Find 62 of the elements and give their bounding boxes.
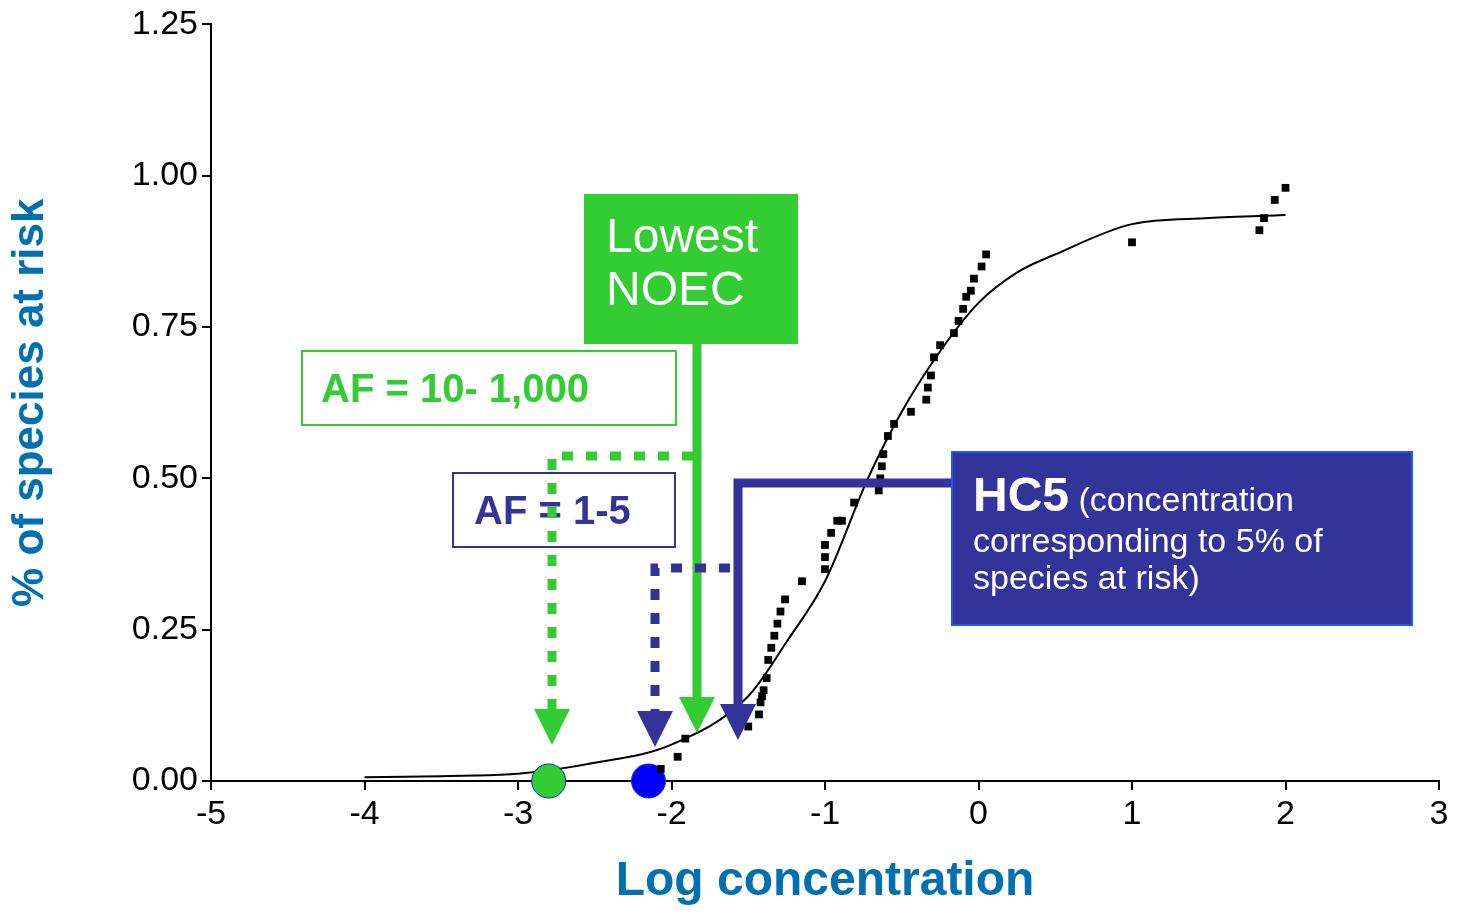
point: [773, 619, 782, 628]
point: [879, 450, 888, 459]
point: [1128, 238, 1136, 247]
x-axis-title: Log concentration: [615, 852, 1035, 906]
y-tick-label: 0.50: [131, 456, 198, 495]
point: [962, 292, 971, 301]
point: [821, 565, 829, 574]
y-tick-label: 0.25: [131, 608, 198, 647]
point: [821, 541, 829, 549]
point: [877, 462, 886, 471]
point: [656, 765, 665, 773]
point: [821, 553, 829, 561]
point: [1270, 196, 1279, 204]
point: [922, 395, 931, 404]
y-tick-label: 1.00: [131, 154, 198, 193]
point: [759, 686, 768, 695]
point: [850, 498, 859, 507]
annotation: HC5 (concentration corresponding to 5% of species at risk): [951, 451, 1413, 626]
y-tick-label: 1.25: [131, 2, 198, 41]
point: [681, 734, 690, 743]
x-tick-label: 2: [1276, 792, 1295, 831]
point: [781, 595, 789, 604]
point: [954, 317, 963, 325]
x-tick-label: 1: [1122, 792, 1142, 831]
point: [827, 528, 836, 537]
point: [762, 674, 771, 682]
x-tick-label: -2: [656, 792, 687, 831]
point: [838, 516, 846, 525]
y-tick-label: 0.00: [131, 759, 198, 798]
point: [936, 341, 945, 350]
point: [767, 643, 776, 652]
point: [764, 656, 773, 664]
point: [630, 763, 666, 799]
point: [531, 763, 567, 799]
x-tick-label: -5: [195, 792, 227, 831]
x-tick-label: 0: [969, 792, 988, 831]
point: [1255, 226, 1264, 235]
point: [1260, 214, 1268, 222]
point: [930, 353, 938, 362]
point: [755, 710, 763, 719]
point: [970, 274, 978, 283]
point: [673, 752, 682, 761]
point: [884, 432, 892, 440]
y-axis-title: % of species at risk: [2, 197, 52, 607]
x-tick-label: 3: [1429, 792, 1449, 831]
annotation: AF = 10- 1,000: [301, 350, 677, 426]
x-tick-label: -4: [349, 792, 380, 831]
point: [1281, 183, 1290, 192]
point: [923, 383, 932, 392]
annotation: Lowest NOEC: [584, 194, 798, 344]
point: [907, 407, 915, 416]
point: [798, 577, 806, 586]
point: [890, 420, 898, 428]
point: [982, 250, 991, 259]
point: [950, 329, 958, 337]
point: [927, 371, 935, 380]
y-tick-label: 0.75: [131, 305, 198, 344]
x-tick-label: -3: [502, 792, 534, 831]
point: [770, 631, 779, 640]
x-tick-label: -1: [809, 792, 841, 831]
point: [959, 304, 968, 313]
point: [966, 286, 975, 295]
